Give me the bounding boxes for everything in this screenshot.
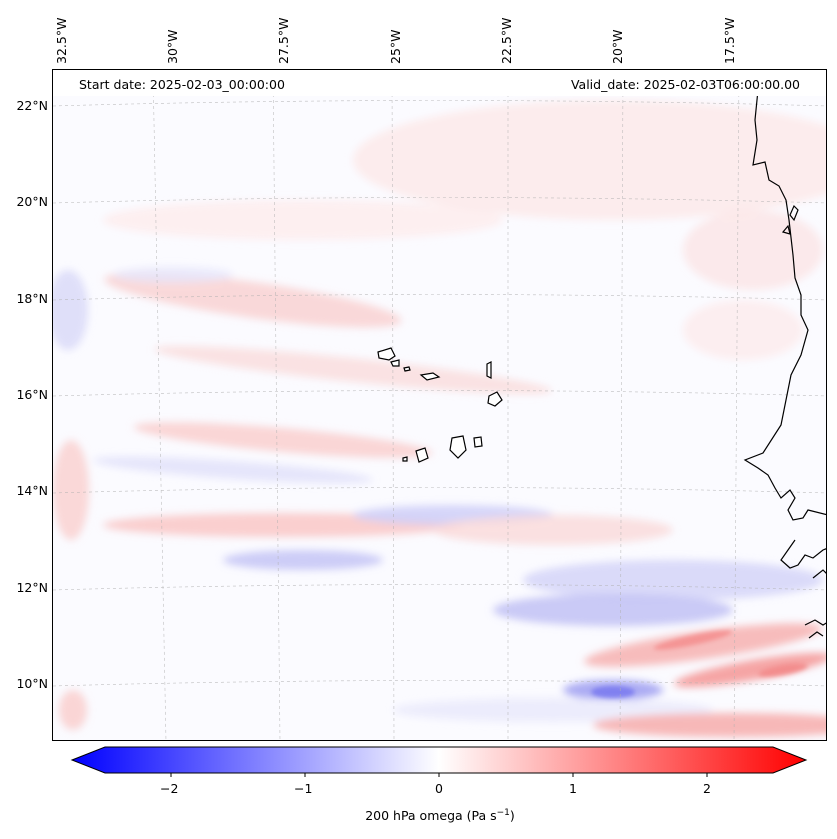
map-frame [52,69,827,741]
colorbar-tick: 1 [569,781,577,796]
lat-label-10n: 10°N [16,676,48,691]
omega-field [53,70,826,740]
colorbar-label: 200 hPa omega (Pa s−1) [365,808,515,824]
omega-contours [53,100,826,737]
lat-label-22n: 22°N [16,98,48,113]
lat-label-18n: 18°N [16,291,48,306]
lat-label-12n: 12°N [16,580,48,595]
lat-label-14n: 14°N [16,483,48,498]
colorbar-tick: 2 [703,781,711,796]
colorbar-tick: 0 [435,781,443,796]
gridlines [53,70,826,740]
cape-verde-islands [377,347,503,463]
lat-label-20n: 20°N [16,194,48,209]
colorbar-tick: −2 [160,781,179,796]
valid-date-label: Valid_date: 2025-02-03T06:00:00.00 [570,77,800,92]
lat-label-16n: 16°N [16,387,48,402]
colorbar-bar [70,746,808,774]
date-header [53,70,826,96]
colorbar-tick: −1 [294,781,313,796]
start-date-label: Start date: 2025-02-03_00:00:00 [79,77,285,92]
coastline [743,89,826,639]
